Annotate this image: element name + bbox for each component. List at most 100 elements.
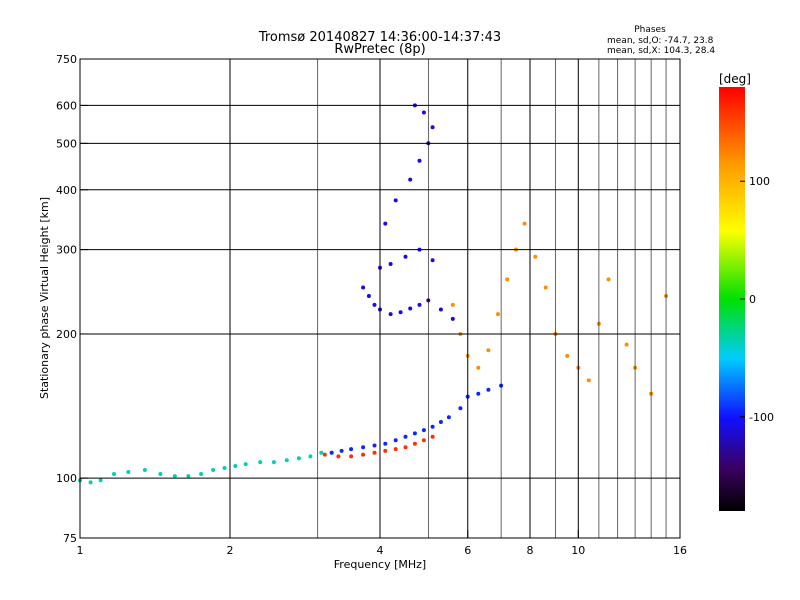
data-point xyxy=(476,365,481,370)
data-point xyxy=(233,464,238,468)
data-point xyxy=(393,438,398,443)
data-point xyxy=(393,447,398,452)
data-point xyxy=(186,474,191,479)
x-tick-label: 10 xyxy=(571,544,585,557)
data-point xyxy=(430,125,435,130)
data-point xyxy=(98,478,103,483)
colorbar-tick-label: 0 xyxy=(749,293,756,306)
data-point xyxy=(361,445,366,450)
data-point xyxy=(112,472,116,476)
phase-stats-x: mean, sd,X: 104.3, 28.4 xyxy=(607,46,715,56)
data-point xyxy=(336,454,341,459)
data-point xyxy=(458,406,463,411)
data-point xyxy=(339,448,344,453)
x-tick-label: 6 xyxy=(464,544,471,557)
x-axis-label: Frequency [MHz] xyxy=(334,558,426,571)
x-tick-label: 16 xyxy=(673,544,687,557)
data-point xyxy=(533,254,538,259)
y-tick-label: 100 xyxy=(56,472,77,485)
data-point xyxy=(522,221,527,226)
colorbar-tick-label: -100 xyxy=(749,411,774,424)
data-point xyxy=(308,454,313,459)
data-point xyxy=(586,378,591,383)
data-point xyxy=(372,450,377,455)
data-point xyxy=(142,468,147,472)
data-point xyxy=(496,312,500,317)
data-point xyxy=(403,434,408,439)
data-point xyxy=(430,258,435,263)
data-point xyxy=(383,441,388,446)
colorbar-label: [deg] xyxy=(719,72,751,86)
data-point xyxy=(438,307,443,312)
y-tick-label: 300 xyxy=(56,244,77,257)
data-point xyxy=(222,466,227,470)
data-point xyxy=(284,458,289,463)
phase-header: Phases xyxy=(634,25,666,35)
y-axis-label: Stationary phase Virtual Height [km] xyxy=(38,197,51,399)
data-point xyxy=(417,302,422,307)
x-tick-label: 1 xyxy=(77,544,84,557)
data-point xyxy=(388,312,393,317)
colorbar-tick-label: 100 xyxy=(749,175,770,188)
y-tick-label: 750 xyxy=(56,53,77,66)
data-point xyxy=(486,348,491,353)
chart-subtitle: RwPretec (8p) xyxy=(334,42,425,57)
data-point xyxy=(430,434,435,439)
y-tick-label: 400 xyxy=(56,184,77,197)
x-axis: 1 2 4 6 8 10 16 xyxy=(77,530,687,557)
data-point xyxy=(172,474,177,479)
data-point xyxy=(408,306,413,311)
data-point xyxy=(158,472,163,476)
data-point xyxy=(565,353,570,358)
data-point xyxy=(211,468,216,472)
data-point xyxy=(408,177,413,182)
data-point xyxy=(430,424,435,429)
data-point xyxy=(486,387,491,392)
data-point xyxy=(403,445,408,450)
colorbar-ticks: -100 0 100 xyxy=(740,175,774,424)
data-point xyxy=(126,470,131,474)
data-point xyxy=(258,460,263,465)
data-point xyxy=(88,480,93,485)
data-point xyxy=(372,443,377,448)
y-tick-label: 200 xyxy=(56,328,77,341)
data-point xyxy=(417,158,422,163)
y-tick-label: 600 xyxy=(56,99,77,112)
data-point xyxy=(271,460,276,465)
data-point xyxy=(505,277,510,282)
data-point xyxy=(243,462,248,467)
x-tick-label: 2 xyxy=(227,544,234,557)
y-tick-label: 75 xyxy=(63,532,77,545)
y-tick-label: 500 xyxy=(56,137,77,150)
y-axis: 75 100 200 300 400 500 600 750 xyxy=(56,53,88,545)
data-point xyxy=(421,110,426,115)
data-point xyxy=(319,450,324,455)
data-point xyxy=(366,294,371,298)
chart-title: Tromsø 20140827 14:36:00-14:37:43 xyxy=(258,30,501,45)
data-point xyxy=(412,431,417,436)
data-point xyxy=(383,448,388,453)
data-point xyxy=(388,262,393,266)
x-tick-label: 8 xyxy=(527,544,534,557)
data-point xyxy=(624,342,629,347)
data-point xyxy=(438,420,443,424)
data-point xyxy=(543,285,548,290)
data-point xyxy=(361,285,366,290)
data-point xyxy=(393,198,398,203)
grid xyxy=(80,59,680,538)
data-point xyxy=(446,415,451,420)
data-point xyxy=(398,310,403,315)
data-point xyxy=(372,302,377,307)
data-points xyxy=(78,103,668,485)
data-point xyxy=(606,277,611,282)
data-point xyxy=(322,452,327,457)
data-point xyxy=(296,456,301,461)
data-point xyxy=(412,441,417,446)
data-point xyxy=(349,447,354,452)
data-point xyxy=(329,450,334,455)
phase-stats-o: mean, sd,O: -74.7, 23.8 xyxy=(607,36,714,46)
data-point xyxy=(349,454,354,459)
data-point xyxy=(450,302,455,307)
data-point xyxy=(199,472,204,476)
